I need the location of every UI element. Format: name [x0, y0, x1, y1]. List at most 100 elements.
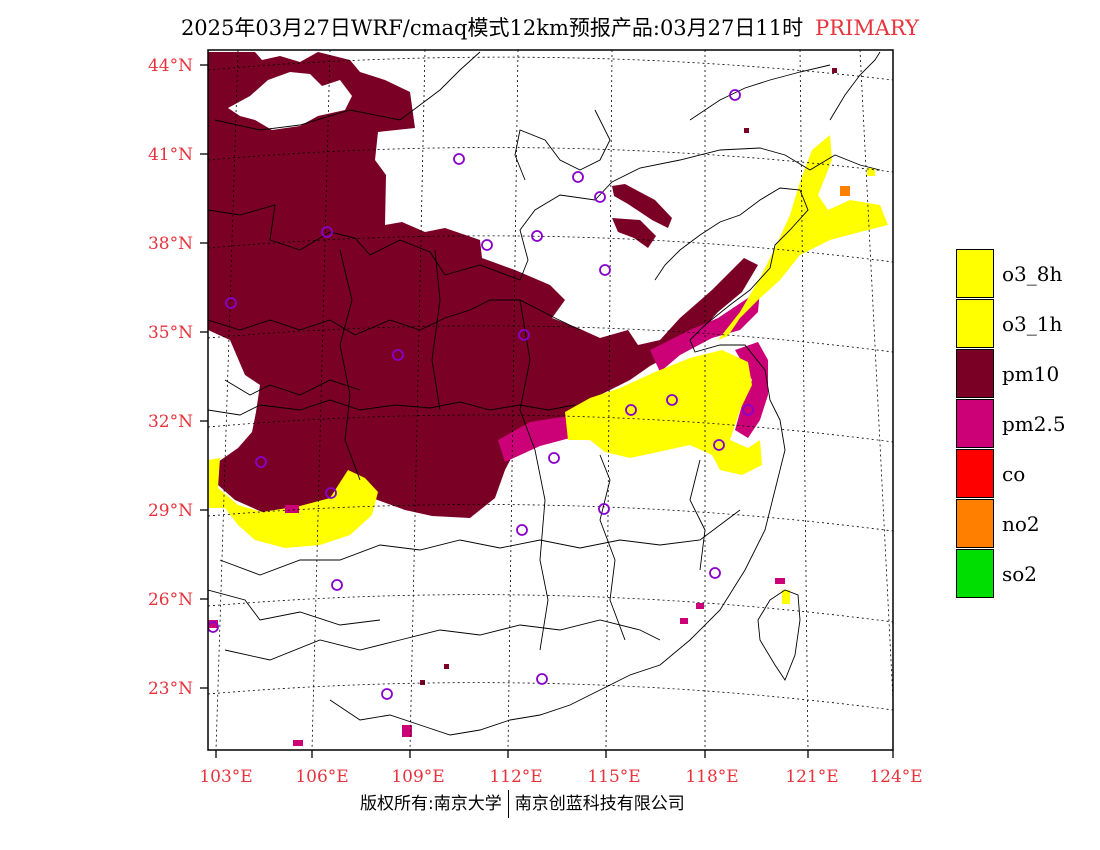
station-marker: [625, 404, 637, 416]
legend-item-o3-8h: o3_8h: [956, 249, 1096, 299]
station-marker: [572, 171, 584, 183]
legend-swatch: [956, 449, 994, 498]
lat-label: 41°N: [148, 145, 193, 165]
copyright-left: 版权所有:南京大学: [360, 794, 502, 814]
pm10-north-patch: [612, 218, 656, 248]
lon-label: 103°E: [199, 767, 252, 787]
map-frame: [207, 49, 894, 751]
legend-label: so2: [1002, 562, 1038, 586]
legend-swatch: [956, 249, 994, 298]
o3-region-east: [565, 350, 762, 475]
pm25-spot: [208, 620, 218, 628]
legend-label: pm10: [1002, 362, 1060, 386]
station-markers: [208, 89, 754, 700]
boundaries: [208, 51, 881, 736]
station-marker: [516, 524, 528, 536]
station-marker: [548, 452, 560, 464]
lon-label: 121°E: [785, 767, 838, 787]
no2-spot: [840, 186, 850, 196]
pm25-spot: [775, 578, 785, 584]
legend-label: pm2.5: [1002, 412, 1066, 436]
legend-label: o3_1h: [1002, 312, 1063, 336]
legend-swatch: [956, 499, 994, 548]
pm25-band-central: [498, 416, 582, 462]
station-marker: [481, 239, 493, 251]
station-marker: [518, 329, 530, 341]
station-marker: [321, 226, 333, 238]
longitude-labels: 103°E 106°E 109°E 112°E 115°E 118°E 121°…: [199, 767, 922, 787]
pm10-spot: [744, 128, 749, 133]
pollutant-legend: o3_8h o3_1h pm10 pm2.5 co no2 so2: [956, 249, 1096, 599]
legend-swatch: [956, 399, 994, 448]
legend-item-so2: so2: [956, 549, 1096, 599]
station-marker: [255, 456, 267, 468]
station-marker: [599, 264, 611, 276]
station-marker: [331, 579, 343, 591]
lat-label: 44°N: [148, 56, 193, 76]
lon-label: 106°E: [295, 767, 348, 787]
legend-item-no2: no2: [956, 499, 1096, 549]
station-marker: [666, 394, 678, 406]
station-marker: [531, 230, 543, 242]
legend-item-o3-1h: o3_1h: [956, 299, 1096, 349]
pm10-spot: [420, 680, 425, 685]
legend-swatch: [956, 549, 994, 598]
graticule: [208, 50, 893, 750]
lat-label: 29°N: [148, 501, 193, 521]
legend-swatch: [956, 349, 994, 398]
station-marker: [729, 89, 741, 101]
copyright-footer: 版权所有:南京大学 南京创蓝科技有限公司: [360, 789, 685, 818]
station-marker: [713, 439, 725, 451]
lat-label: 23°N: [148, 679, 193, 699]
legend-label: co: [1002, 462, 1026, 486]
lat-label: 32°N: [148, 412, 193, 432]
pm25-spot: [402, 725, 412, 737]
legend-label: o3_8h: [1002, 262, 1063, 286]
clear-area-northwest: [228, 72, 352, 130]
station-marker: [598, 503, 610, 515]
o3-region-southwest: [208, 458, 378, 548]
lon-label: 118°E: [685, 767, 738, 787]
station-marker: [225, 297, 237, 309]
station-marker: [453, 153, 465, 165]
legend-swatch: [956, 299, 994, 348]
station-marker: [208, 621, 219, 633]
pm25-coast: [735, 342, 768, 438]
pm25-spot: [293, 740, 303, 746]
station-marker: [381, 688, 393, 700]
tick-marks: [200, 64, 894, 758]
map-content: [208, 50, 893, 750]
legend-item-co: co: [956, 449, 1096, 499]
title-primary-tag: PRIMARY: [815, 16, 920, 40]
station-marker: [594, 191, 606, 203]
title-main: 2025年03月27日WRF/cmaq模式12km预报产品:03月27日11时: [180, 16, 804, 40]
pm25-spot: [285, 505, 299, 513]
pm25-spot: [680, 618, 688, 624]
lon-label: 124°E: [869, 767, 922, 787]
o3-region-coastal: [718, 135, 888, 340]
footer-divider: [507, 790, 509, 818]
legend-item-pm25: pm2.5: [956, 399, 1096, 449]
pm10-spot: [444, 664, 449, 669]
station-marker: [709, 567, 721, 579]
copyright-right: 南京创蓝科技有限公司: [514, 794, 685, 814]
station-marker: [742, 404, 754, 416]
lon-label: 115°E: [587, 767, 640, 787]
pm10-region: [208, 52, 758, 518]
lat-label: 26°N: [148, 590, 193, 610]
latitude-labels: 44°N 41°N 38°N 35°N 32°N 29°N 26°N 23°N: [148, 56, 193, 699]
o3-spot: [867, 168, 875, 176]
legend-item-pm10: pm10: [956, 349, 1096, 399]
station-marker: [392, 349, 404, 361]
lat-label: 35°N: [148, 323, 193, 343]
o3-spot: [782, 590, 790, 604]
legend-label: no2: [1002, 512, 1040, 536]
station-marker: [325, 487, 337, 499]
pm10-spot: [832, 68, 837, 73]
pm10-north-streak: [612, 184, 672, 228]
map-title: 2025年03月27日WRF/cmaq模式12km预报产品:03月27日11时 P…: [0, 12, 1100, 42]
station-marker: [536, 673, 548, 685]
lat-label: 38°N: [148, 234, 193, 254]
lon-label: 109°E: [391, 767, 444, 787]
